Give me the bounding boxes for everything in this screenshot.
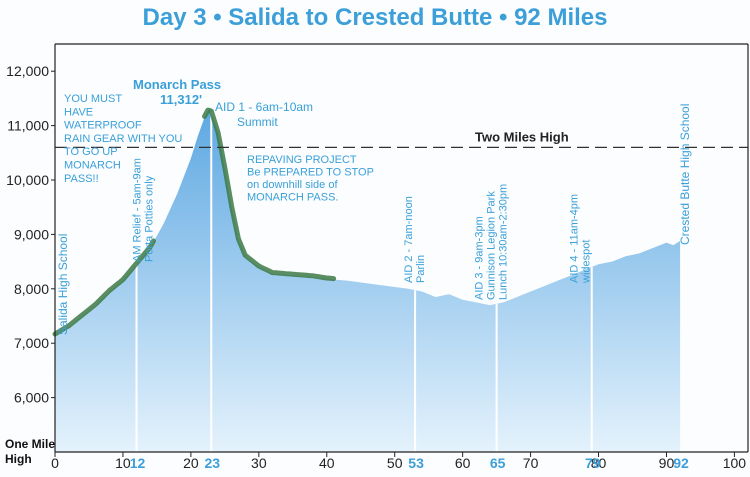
y-tick-label: 8,000 — [14, 281, 49, 297]
stop-label-aid4: widespot — [581, 240, 593, 284]
stop-lines — [135, 112, 593, 452]
rain-gear-note-line: PASS!! — [64, 173, 99, 185]
stop-label-aid3: Lunch 10:30am-2:30pm — [498, 184, 510, 300]
repaving-note-line: Be PREPARED TO STOP — [247, 167, 374, 179]
peak-elevation: 11,312' — [160, 92, 202, 107]
rain-gear-note-line: WATERPROOF — [64, 120, 142, 132]
x-tick-label: 90 — [659, 455, 675, 471]
x-tick-label: 40 — [319, 455, 335, 471]
highlight-stroke — [202, 107, 337, 282]
x-tick-label: 20 — [183, 455, 199, 471]
stop-label-aid3: Gunnison Legion Park — [486, 191, 498, 300]
y-tick-label: 7,000 — [14, 335, 49, 351]
x-tick-label: 30 — [251, 455, 267, 471]
highlight-strokes — [52, 107, 337, 337]
rain-gear-note-line: MONARCH — [64, 160, 121, 172]
stop-label-am-relief: Porta Potties only — [144, 175, 156, 262]
repaving-note-line: on downhill side of — [247, 179, 338, 191]
x-tick-label: 60 — [455, 455, 471, 471]
stop-label-am-relief: AM Relief - 5am-9am — [132, 158, 144, 262]
stop-label-crested-butte: Crested Butte High School — [678, 104, 692, 245]
chart-title: Day 3 • Salida to Crested Butte • 92 Mil… — [142, 4, 608, 31]
x-tick-label: 80 — [591, 455, 607, 471]
x-tick-label: 50 — [387, 455, 403, 471]
x-tick-label: 70 — [523, 455, 539, 471]
stop-label-aid3: AID 3 - 9am-3pm — [474, 216, 486, 300]
stop-mile-label: 23 — [204, 455, 220, 471]
y-tick-label: 11,000 — [7, 118, 49, 134]
x-tick-label: 10 — [115, 455, 131, 471]
stop-label-aid1: AID 1 - 6am-10am — [215, 100, 313, 114]
y-tick-label: 9,000 — [14, 226, 49, 242]
axes: 6,000 7,000 8,000 9,000 10,000 11,000 12,000 On… — [5, 43, 749, 471]
repaving-note-line: REPAVING PROJECT — [247, 154, 357, 166]
one-mile-label-2: High — [5, 452, 32, 466]
rain-gear-note-line: RAIN GEAR WITH YOU — [64, 133, 182, 145]
rain-gear-note-line: HAVE — [64, 106, 93, 118]
stop-mile-label: 79 — [585, 455, 601, 471]
stop-label-salida: Salida High School — [56, 234, 70, 335]
one-mile-label: One Mile — [5, 437, 55, 451]
rain-gear-note-line: TO GO UP — [64, 146, 118, 158]
x-tick-label: 100 — [723, 455, 747, 471]
stop-mile-label: 92 — [673, 455, 689, 471]
stop-mile-label: 65 — [490, 455, 506, 471]
y-tick-label: 10,000 — [6, 172, 49, 188]
y-tick-label: 6,000 — [14, 390, 49, 406]
highlight-stroke — [52, 238, 156, 337]
stop-label-aid2: AID 2 - 7am-noon — [403, 196, 415, 283]
two-miles-high-label: Two Miles High — [475, 129, 569, 144]
peak-name: Monarch Pass — [133, 77, 221, 92]
rain-gear-note-line: YOU MUST — [64, 93, 122, 105]
stop-label-aid4: AID 4 - 11am-4pm — [569, 194, 581, 283]
stop-mile-label: 53 — [408, 455, 424, 471]
stop-label-aid1-sub: Summit — [237, 115, 278, 129]
y-tick-label: 12,000 — [6, 63, 49, 79]
x-tick-label: 0 — [51, 455, 59, 471]
stop-label-aid2: Parlin — [415, 255, 427, 283]
repaving-note-line: MONARCH PASS. — [247, 192, 338, 204]
stop-mile-label: 12 — [130, 455, 146, 471]
